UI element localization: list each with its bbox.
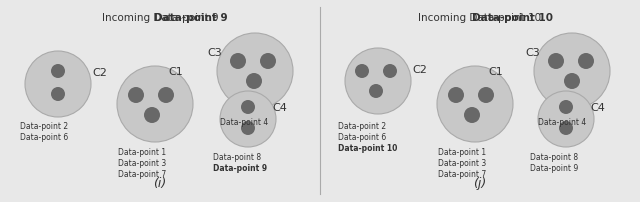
Text: Data-point 10: Data-point 10 bbox=[338, 143, 397, 152]
Circle shape bbox=[117, 67, 193, 142]
Text: Data-point 10: Data-point 10 bbox=[472, 13, 553, 23]
Text: Data-point 8: Data-point 8 bbox=[530, 152, 578, 161]
Circle shape bbox=[437, 67, 513, 142]
Circle shape bbox=[241, 121, 255, 135]
Text: Data-point 7: Data-point 7 bbox=[118, 169, 166, 178]
Text: Data-point 2: Data-point 2 bbox=[338, 121, 386, 130]
Circle shape bbox=[534, 34, 610, 109]
Text: Incoming Data-point 9: Incoming Data-point 9 bbox=[102, 13, 218, 23]
Circle shape bbox=[144, 107, 160, 123]
Text: Data-point 8: Data-point 8 bbox=[213, 152, 261, 161]
Text: Data-point 3: Data-point 3 bbox=[118, 158, 166, 167]
Circle shape bbox=[369, 85, 383, 99]
Text: Data-point 2: Data-point 2 bbox=[20, 121, 68, 130]
Circle shape bbox=[559, 121, 573, 135]
Circle shape bbox=[158, 87, 174, 103]
Text: (j): (j) bbox=[474, 176, 486, 189]
Circle shape bbox=[548, 54, 564, 70]
Text: C3: C3 bbox=[525, 48, 540, 58]
Circle shape bbox=[128, 87, 144, 103]
Text: (i): (i) bbox=[154, 176, 166, 189]
Text: Data-point 9: Data-point 9 bbox=[213, 163, 267, 172]
Text: C4: C4 bbox=[273, 102, 287, 113]
Circle shape bbox=[559, 101, 573, 115]
Circle shape bbox=[217, 34, 293, 109]
Text: Data-point 9: Data-point 9 bbox=[530, 163, 579, 172]
Circle shape bbox=[220, 92, 276, 147]
Circle shape bbox=[383, 65, 397, 79]
Circle shape bbox=[51, 65, 65, 79]
Circle shape bbox=[51, 87, 65, 101]
Text: Data-point 6: Data-point 6 bbox=[338, 132, 387, 141]
Circle shape bbox=[478, 87, 494, 103]
Text: Data-point 4: Data-point 4 bbox=[538, 117, 586, 126]
Circle shape bbox=[345, 49, 411, 115]
Text: Data-point 6: Data-point 6 bbox=[20, 132, 68, 141]
Text: Data-point 1: Data-point 1 bbox=[118, 147, 166, 156]
Circle shape bbox=[241, 101, 255, 115]
Circle shape bbox=[230, 54, 246, 70]
Circle shape bbox=[448, 87, 464, 103]
Circle shape bbox=[25, 52, 91, 117]
Circle shape bbox=[564, 74, 580, 89]
Text: Data-point 7: Data-point 7 bbox=[438, 169, 486, 178]
Text: C4: C4 bbox=[591, 102, 605, 113]
Circle shape bbox=[538, 92, 594, 147]
Text: C1: C1 bbox=[488, 67, 504, 77]
Circle shape bbox=[464, 107, 480, 123]
Text: Data-point 1: Data-point 1 bbox=[438, 147, 486, 156]
Text: Data-point 3: Data-point 3 bbox=[438, 158, 486, 167]
Text: Incoming Data-point 10: Incoming Data-point 10 bbox=[419, 13, 541, 23]
Text: C2: C2 bbox=[93, 68, 108, 78]
Text: C1: C1 bbox=[168, 67, 184, 77]
Text: Data-point 4: Data-point 4 bbox=[220, 117, 268, 126]
Circle shape bbox=[246, 74, 262, 89]
Circle shape bbox=[260, 54, 276, 70]
Text: C2: C2 bbox=[413, 65, 428, 75]
Text: Data-point 9: Data-point 9 bbox=[154, 13, 228, 23]
Circle shape bbox=[355, 65, 369, 79]
Circle shape bbox=[578, 54, 594, 70]
Text: C3: C3 bbox=[207, 48, 222, 58]
